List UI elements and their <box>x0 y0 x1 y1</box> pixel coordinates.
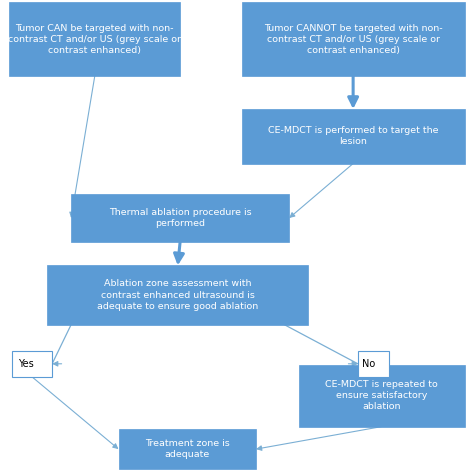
FancyBboxPatch shape <box>242 109 465 164</box>
FancyBboxPatch shape <box>9 2 180 76</box>
Text: No: No <box>362 359 375 369</box>
Text: CE-MDCT is repeated to
ensure satisfactory
ablation: CE-MDCT is repeated to ensure satisfacto… <box>325 380 438 411</box>
FancyBboxPatch shape <box>118 429 256 469</box>
Text: CE-MDCT is performed to target the
lesion: CE-MDCT is performed to target the lesio… <box>268 126 438 146</box>
Text: Treatment zone is
adequate: Treatment zone is adequate <box>145 439 229 459</box>
FancyBboxPatch shape <box>242 2 465 76</box>
Text: Thermal ablation procedure is
performed: Thermal ablation procedure is performed <box>109 208 251 228</box>
FancyBboxPatch shape <box>358 351 389 377</box>
Text: Tumor CANNOT be targeted with non-
contrast CT and/or US (grey scale or
contrast: Tumor CANNOT be targeted with non- contr… <box>264 24 442 55</box>
FancyBboxPatch shape <box>299 365 465 427</box>
Text: Tumor CAN be targeted with non-
contrast CT and/or US (grey scale or
contrast en: Tumor CAN be targeted with non- contrast… <box>9 24 181 55</box>
Text: Yes: Yes <box>18 359 33 369</box>
FancyBboxPatch shape <box>47 265 308 325</box>
FancyBboxPatch shape <box>12 351 52 377</box>
Text: Ablation zone assessment with
contrast enhanced ultrasound is
adequate to ensure: Ablation zone assessment with contrast e… <box>97 280 258 310</box>
FancyBboxPatch shape <box>71 194 289 242</box>
